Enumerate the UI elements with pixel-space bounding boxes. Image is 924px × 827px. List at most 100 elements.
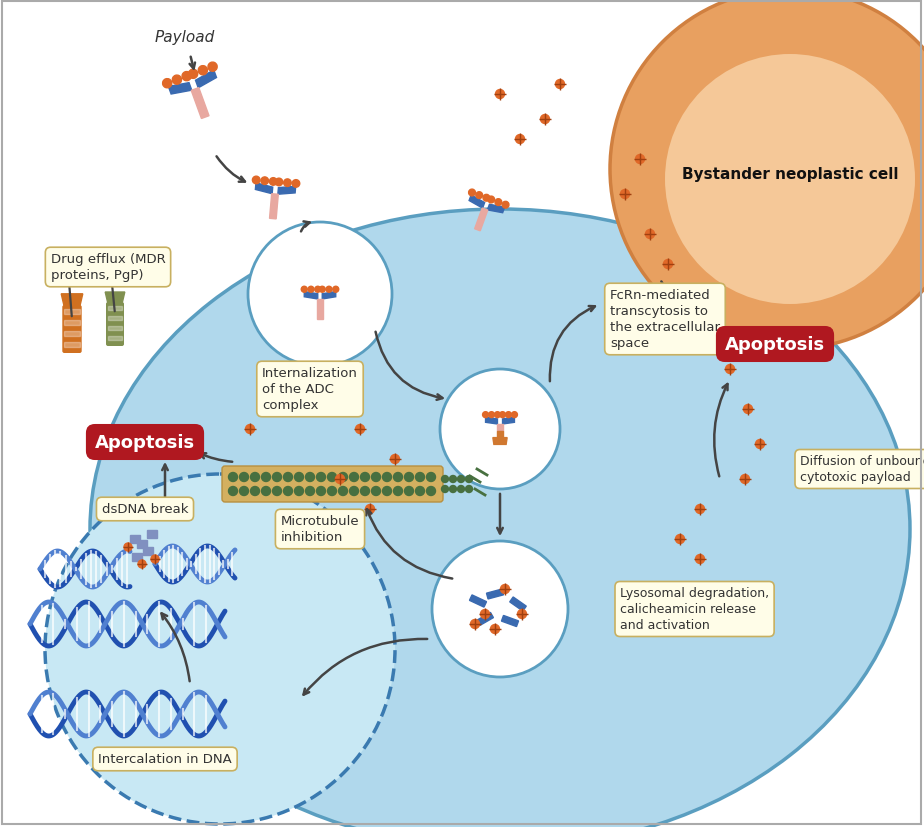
- Circle shape: [505, 412, 512, 418]
- Polygon shape: [196, 71, 216, 88]
- Circle shape: [489, 412, 494, 418]
- Circle shape: [466, 486, 472, 493]
- Polygon shape: [317, 299, 322, 319]
- Circle shape: [383, 473, 392, 482]
- Polygon shape: [108, 307, 122, 311]
- Polygon shape: [65, 342, 79, 347]
- Circle shape: [261, 473, 271, 482]
- Circle shape: [675, 535, 685, 544]
- Circle shape: [696, 555, 704, 564]
- Circle shape: [457, 486, 465, 493]
- Circle shape: [239, 487, 249, 496]
- Polygon shape: [469, 595, 487, 607]
- Ellipse shape: [90, 210, 910, 827]
- Circle shape: [261, 487, 271, 496]
- Circle shape: [315, 287, 321, 293]
- Text: Intercalation in DNA: Intercalation in DNA: [98, 753, 232, 766]
- FancyBboxPatch shape: [62, 306, 81, 354]
- Circle shape: [482, 412, 489, 418]
- Circle shape: [416, 487, 424, 496]
- Circle shape: [427, 487, 435, 496]
- Circle shape: [261, 178, 269, 185]
- Circle shape: [273, 473, 282, 482]
- Circle shape: [383, 487, 392, 496]
- Circle shape: [711, 330, 720, 339]
- Circle shape: [494, 412, 501, 418]
- Circle shape: [228, 473, 237, 482]
- Circle shape: [360, 473, 370, 482]
- Circle shape: [516, 136, 525, 145]
- Circle shape: [636, 155, 645, 165]
- Circle shape: [457, 476, 465, 483]
- Circle shape: [512, 412, 517, 418]
- Circle shape: [246, 425, 254, 434]
- Circle shape: [124, 543, 132, 552]
- Circle shape: [665, 55, 915, 304]
- Circle shape: [466, 476, 472, 483]
- Circle shape: [360, 487, 370, 496]
- Polygon shape: [497, 431, 503, 438]
- FancyBboxPatch shape: [222, 466, 443, 502]
- Circle shape: [690, 290, 699, 299]
- Circle shape: [517, 609, 527, 619]
- Text: FcRn-mediated
transcytosis to
the extracellular
space: FcRn-mediated transcytosis to the extrac…: [610, 289, 720, 350]
- Polygon shape: [487, 590, 504, 600]
- Polygon shape: [469, 196, 485, 209]
- Circle shape: [151, 555, 159, 563]
- Circle shape: [621, 190, 629, 199]
- Circle shape: [172, 76, 181, 85]
- Circle shape: [349, 487, 359, 496]
- Text: Microtubule
inhibition: Microtubule inhibition: [281, 515, 359, 544]
- Circle shape: [449, 476, 456, 483]
- Circle shape: [349, 473, 359, 482]
- Circle shape: [327, 487, 336, 496]
- Circle shape: [371, 487, 381, 496]
- Circle shape: [45, 475, 395, 824]
- Circle shape: [338, 487, 347, 496]
- Circle shape: [480, 609, 490, 619]
- Circle shape: [725, 365, 735, 374]
- Polygon shape: [132, 553, 142, 562]
- Polygon shape: [168, 84, 192, 95]
- Circle shape: [442, 476, 448, 483]
- Circle shape: [284, 473, 293, 482]
- Circle shape: [366, 505, 374, 514]
- Circle shape: [483, 195, 490, 202]
- Polygon shape: [130, 535, 140, 543]
- Text: Payload: Payload: [155, 30, 215, 45]
- Circle shape: [663, 261, 673, 269]
- Circle shape: [239, 473, 249, 482]
- Text: Drug efflux (MDR
proteins, PgP): Drug efflux (MDR proteins, PgP): [51, 253, 165, 282]
- Circle shape: [491, 624, 500, 633]
- Circle shape: [476, 193, 482, 199]
- Circle shape: [555, 80, 565, 89]
- Polygon shape: [108, 317, 122, 321]
- Circle shape: [208, 63, 217, 72]
- Circle shape: [470, 619, 480, 629]
- Circle shape: [306, 405, 314, 414]
- Circle shape: [252, 177, 260, 184]
- Circle shape: [327, 473, 336, 482]
- Polygon shape: [278, 187, 296, 195]
- Circle shape: [317, 473, 325, 482]
- Circle shape: [320, 287, 325, 293]
- Text: Apoptosis: Apoptosis: [725, 336, 825, 354]
- Circle shape: [744, 405, 752, 414]
- Circle shape: [273, 487, 282, 496]
- Circle shape: [756, 440, 764, 449]
- Circle shape: [405, 473, 414, 482]
- Circle shape: [740, 475, 749, 484]
- Polygon shape: [108, 337, 122, 341]
- Circle shape: [270, 179, 277, 186]
- Circle shape: [295, 473, 303, 482]
- Circle shape: [394, 473, 403, 482]
- Polygon shape: [65, 332, 79, 337]
- Circle shape: [675, 305, 685, 314]
- Polygon shape: [137, 540, 147, 548]
- Polygon shape: [487, 205, 505, 213]
- Circle shape: [502, 202, 509, 209]
- Circle shape: [188, 70, 198, 79]
- Polygon shape: [108, 327, 122, 331]
- Circle shape: [432, 542, 568, 677]
- Polygon shape: [497, 424, 503, 431]
